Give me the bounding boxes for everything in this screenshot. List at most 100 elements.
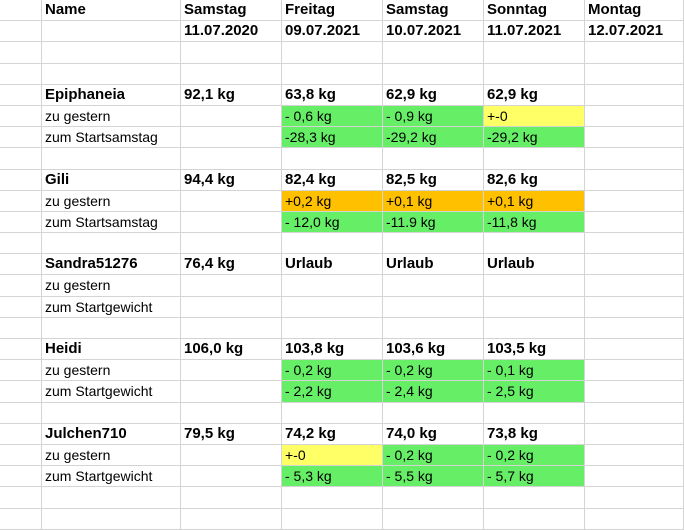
weight-value[interactable]: Urlaub <box>484 254 585 276</box>
diff-value[interactable] <box>585 296 684 318</box>
empty-cell[interactable] <box>0 84 42 106</box>
diff-value[interactable]: +0,1 kg <box>484 190 585 212</box>
row-label[interactable]: zum Startsamstag <box>42 127 181 149</box>
row-label[interactable]: zum Startsamstag <box>42 211 181 234</box>
empty-cell[interactable] <box>42 42 181 64</box>
empty-cell[interactable] <box>181 508 282 530</box>
weight-value[interactable] <box>585 339 684 361</box>
empty-cell[interactable] <box>181 105 282 128</box>
header-name[interactable]: Name <box>42 0 181 22</box>
empty-cell[interactable] <box>181 317 282 339</box>
empty-cell[interactable] <box>282 402 383 424</box>
empty-cell[interactable] <box>181 381 282 403</box>
diff-value[interactable]: -11,8 kg <box>484 211 585 234</box>
empty-cell[interactable] <box>383 233 484 255</box>
empty-cell[interactable] <box>484 402 585 424</box>
empty-cell[interactable] <box>0 21 42 43</box>
empty-cell[interactable] <box>0 105 42 128</box>
start-weight[interactable]: 94,4 kg <box>181 169 282 191</box>
diff-value[interactable]: - 0,1 kg <box>484 360 585 382</box>
empty-cell[interactable] <box>282 487 383 509</box>
header-day[interactable]: Freitag <box>282 0 383 22</box>
empty-cell[interactable] <box>484 63 585 85</box>
empty-cell[interactable] <box>181 127 282 149</box>
empty-cell[interactable] <box>42 317 181 339</box>
diff-value[interactable] <box>585 105 684 128</box>
empty-cell[interactable] <box>181 148 282 170</box>
empty-cell[interactable] <box>484 42 585 64</box>
weight-value[interactable]: Urlaub <box>383 254 484 276</box>
empty-cell[interactable] <box>0 296 42 318</box>
diff-value[interactable]: - 0,9 kg <box>383 105 484 128</box>
empty-cell[interactable] <box>181 296 282 318</box>
diff-value[interactable] <box>585 360 684 382</box>
row-label[interactable]: zu gestern <box>42 190 181 212</box>
empty-cell[interactable] <box>181 275 282 297</box>
empty-cell[interactable] <box>585 508 684 530</box>
empty-cell[interactable] <box>0 402 42 424</box>
person-name[interactable]: Julchen710 <box>42 423 181 445</box>
diff-value[interactable] <box>585 466 684 488</box>
empty-cell[interactable] <box>585 233 684 255</box>
weight-value[interactable] <box>585 423 684 445</box>
diff-value[interactable]: -28,3 kg <box>282 127 383 149</box>
weight-value[interactable]: 62,9 kg <box>484 84 585 106</box>
empty-cell[interactable] <box>181 233 282 255</box>
empty-cell[interactable] <box>383 63 484 85</box>
empty-cell[interactable] <box>585 402 684 424</box>
empty-cell[interactable] <box>585 317 684 339</box>
weight-value[interactable] <box>585 169 684 191</box>
diff-value[interactable] <box>484 296 585 318</box>
diff-value[interactable] <box>585 275 684 297</box>
diff-value[interactable] <box>585 381 684 403</box>
diff-value[interactable]: - 5,3 kg <box>282 466 383 488</box>
weight-value[interactable]: 63,8 kg <box>282 84 383 106</box>
empty-cell[interactable] <box>282 508 383 530</box>
diff-value[interactable]: - 2,5 kg <box>484 381 585 403</box>
empty-cell[interactable] <box>181 444 282 467</box>
empty-cell[interactable] <box>383 487 484 509</box>
start-weight[interactable]: 92,1 kg <box>181 84 282 106</box>
diff-value[interactable]: - 0,2 kg <box>484 444 585 467</box>
header-date[interactable]: 12.07.2021 <box>585 21 684 43</box>
diff-value[interactable]: - 5,5 kg <box>383 466 484 488</box>
weight-value[interactable]: 103,5 kg <box>484 339 585 361</box>
empty-cell[interactable] <box>484 148 585 170</box>
diff-value[interactable]: -11.9 kg <box>383 211 484 234</box>
empty-cell[interactable] <box>484 487 585 509</box>
row-label[interactable]: zum Startgewicht <box>42 381 181 403</box>
empty-cell[interactable] <box>0 0 42 22</box>
empty-cell[interactable] <box>0 444 42 467</box>
start-weight[interactable]: 106,0 kg <box>181 339 282 361</box>
empty-cell[interactable] <box>0 275 42 297</box>
weight-value[interactable]: 82,6 kg <box>484 169 585 191</box>
empty-cell[interactable] <box>0 423 42 445</box>
empty-cell[interactable] <box>181 466 282 488</box>
empty-cell[interactable] <box>383 317 484 339</box>
diff-value[interactable] <box>585 444 684 467</box>
empty-cell[interactable] <box>383 148 484 170</box>
empty-cell[interactable] <box>42 148 181 170</box>
empty-cell[interactable] <box>181 211 282 234</box>
row-label[interactable]: zum Startgewicht <box>42 466 181 488</box>
diff-value[interactable] <box>585 190 684 212</box>
empty-cell[interactable] <box>0 148 42 170</box>
empty-cell[interactable] <box>181 190 282 212</box>
header-day[interactable]: Sonntag <box>484 0 585 22</box>
diff-value[interactable]: - 0,2 kg <box>383 444 484 467</box>
empty-cell[interactable] <box>383 508 484 530</box>
diff-value[interactable]: - 12,0 kg <box>282 211 383 234</box>
empty-cell[interactable] <box>181 360 282 382</box>
person-name[interactable]: Heidi <box>42 339 181 361</box>
header-date[interactable]: 11.07.2020 <box>181 21 282 43</box>
weight-value[interactable] <box>585 84 684 106</box>
weight-value[interactable]: 103,6 kg <box>383 339 484 361</box>
weight-value[interactable]: 74,2 kg <box>282 423 383 445</box>
empty-cell[interactable] <box>42 21 181 43</box>
diff-value[interactable] <box>585 127 684 149</box>
empty-cell[interactable] <box>0 381 42 403</box>
empty-cell[interactable] <box>42 487 181 509</box>
header-day[interactable]: Samstag <box>181 0 282 22</box>
diff-value[interactable]: - 0,2 kg <box>282 360 383 382</box>
empty-cell[interactable] <box>181 402 282 424</box>
